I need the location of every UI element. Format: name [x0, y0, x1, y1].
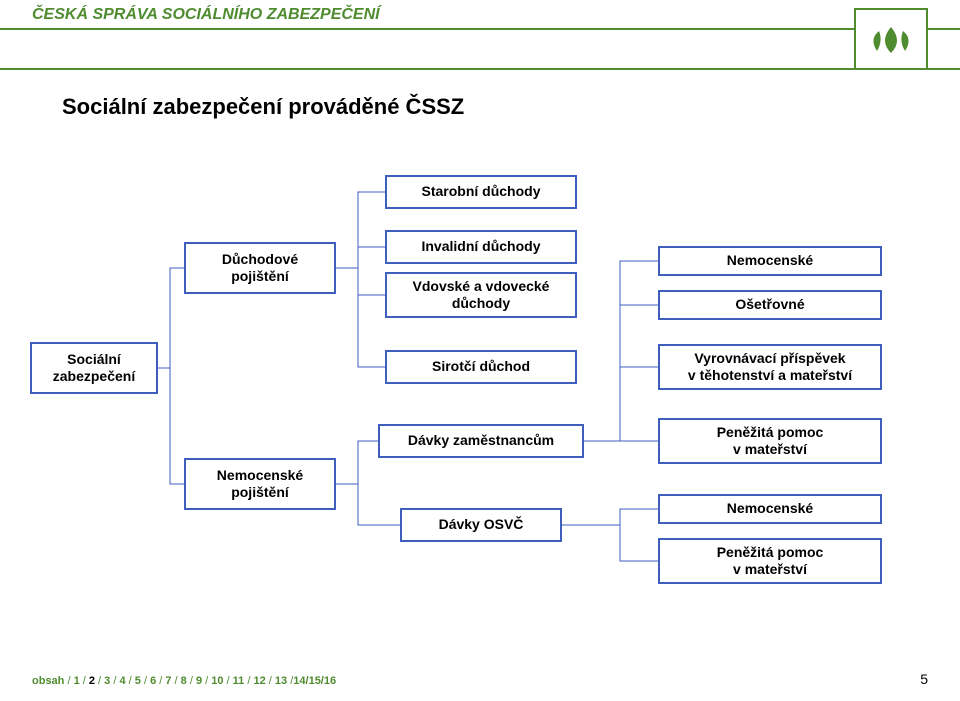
footer-item-13[interactable]: 13	[275, 675, 287, 687]
footer-item-14/15/16[interactable]: 14/15/16	[293, 675, 336, 687]
node-n_nempoj: Nemocensképojištění	[184, 458, 336, 510]
footer-item-10[interactable]: 10	[211, 675, 223, 687]
node-n_nemoc2: Nemocenské	[658, 494, 882, 524]
footer-sep: /	[156, 675, 165, 687]
node-n_starobni: Starobní důchody	[385, 175, 577, 209]
footer-sep: /	[126, 675, 135, 687]
cssz-logo	[854, 8, 928, 70]
node-n_penez1: Peněžitá pomocv mateřství	[658, 418, 882, 464]
node-n_socza: Sociálnízabezpečení	[30, 342, 158, 394]
header-org-name: ČESKÁ SPRÁVA SOCIÁLNÍHO ZABEZPEČENÍ	[0, 0, 960, 30]
slide-title: Sociální zabezpečení prováděné ČSSZ	[62, 94, 464, 120]
footer-sep: /	[266, 675, 275, 687]
node-n_penez2: Peněžitá pomocv mateřství	[658, 538, 882, 584]
footer-sep: /	[64, 675, 73, 687]
node-n_vdovske: Vdovské a vdoveckédůchody	[385, 272, 577, 318]
node-n_nemoc1: Nemocenské	[658, 246, 882, 276]
footer-sep: /	[80, 675, 89, 687]
footer-sep: /	[202, 675, 211, 687]
page-number: 5	[920, 671, 928, 687]
breadcrumb-footer: obsah / 1 / 2 / 3 / 4 / 5 / 6 / 7 / 8 / …	[32, 675, 336, 687]
footer-item-12[interactable]: 12	[253, 675, 265, 687]
footer-prefix: obsah	[32, 675, 64, 687]
node-n_davkyzam: Dávky zaměstnancům	[378, 424, 584, 458]
footer-sep: /	[95, 675, 104, 687]
node-n_osetrovne: Ošetřovné	[658, 290, 882, 320]
footer-sep: /	[141, 675, 150, 687]
footer-sep: /	[224, 675, 233, 687]
node-n_sirotci: Sirotčí důchod	[385, 350, 577, 384]
footer-sep: /	[187, 675, 196, 687]
footer-sep: /	[171, 675, 180, 687]
node-n_invalidni: Invalidní důchody	[385, 230, 577, 264]
node-n_duchpoj: Důchodovépojištění	[184, 242, 336, 294]
header-rule-2	[0, 68, 960, 70]
footer-item-11[interactable]: 11	[233, 675, 245, 687]
node-n_vyrov: Vyrovnávací příspěvekv těhotenství a mat…	[658, 344, 882, 390]
node-n_davkyosvc: Dávky OSVČ	[400, 508, 562, 542]
